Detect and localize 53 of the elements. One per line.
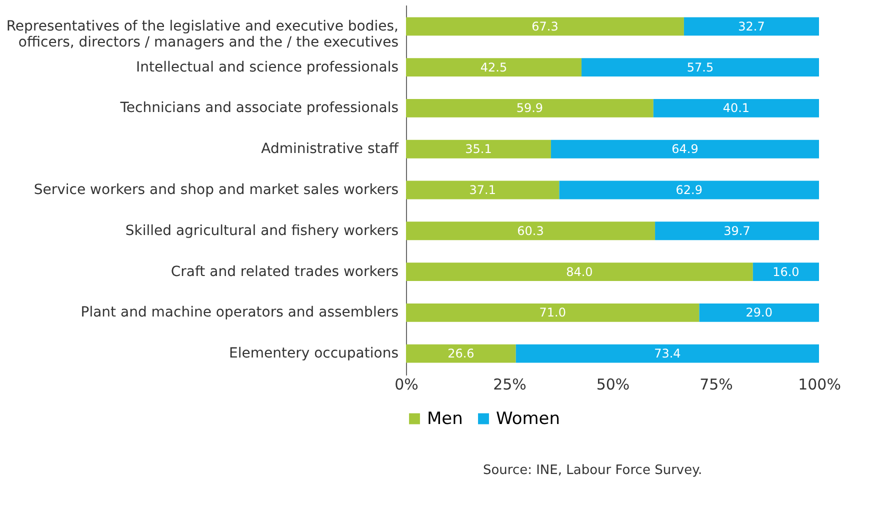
x-tick-label: 25% (493, 376, 526, 394)
data-label: 84.0 (566, 264, 593, 279)
bar (550, 140, 819, 158)
bar (699, 303, 819, 322)
y-tick-label: Elementery occupations (229, 346, 398, 362)
y-tick-label: Plant and machine operators and assemblers (80, 304, 398, 321)
data-label: 26.6 (448, 346, 474, 361)
data-label: 32.7 (738, 19, 765, 34)
source-note: Source: INE, Labour Force Survey. (482, 463, 702, 478)
data-label: 35.1 (465, 142, 492, 156)
data-label: 40.1 (722, 101, 750, 116)
data-label: 39.7 (724, 224, 750, 238)
x-tick-label: 75% (700, 376, 733, 394)
bar (406, 344, 516, 363)
data-label: 64.9 (672, 142, 698, 156)
bar (752, 262, 819, 281)
data-label: 16.0 (772, 264, 800, 279)
y-tick-label: Technicians and associate professionals (119, 100, 398, 116)
bar (406, 140, 551, 158)
x-tick-label: 0% (394, 376, 418, 394)
data-label: 73.4 (654, 346, 681, 361)
bar (406, 17, 684, 36)
y-tick-label: Intellectual and science professionals (136, 59, 398, 76)
data-label: 67.3 (532, 19, 558, 34)
bar (406, 58, 582, 77)
bar (582, 58, 819, 77)
data-label: 57.5 (686, 60, 714, 74)
x-tick-label: 50% (596, 376, 630, 394)
y-tick-label: Representatives of the legislative and executive bodies, officers, directors / managers and the / the executives (6, 18, 398, 50)
bar (684, 17, 819, 36)
bar (406, 262, 753, 281)
bar (406, 180, 560, 200)
data-label: 59.9 (516, 101, 544, 116)
data-label: 60.3 (517, 224, 544, 238)
y-tick-label: Craft and related trades workers (170, 264, 398, 280)
data-label: 42.5 (480, 60, 508, 74)
x-tick-label: 100% (798, 376, 841, 394)
bar (516, 344, 819, 363)
data-label: 29.0 (746, 306, 772, 320)
data-label: 37.1 (469, 183, 496, 197)
legend-label: Women (496, 408, 560, 429)
bar (653, 99, 819, 118)
bar (655, 222, 819, 240)
legend-label: Men (427, 408, 463, 429)
bar (406, 222, 656, 240)
bar (406, 303, 700, 322)
bar (406, 99, 654, 118)
y-tick-label: Administrative staff (261, 141, 399, 158)
y-tick-label: Service workers and shop and market sales workers (34, 182, 398, 198)
bar (559, 180, 819, 200)
data-label: 71.0 (539, 306, 566, 320)
data-label: 62.9 (676, 183, 702, 197)
y-tick-label: Skilled agricultural and fishery workers (125, 222, 398, 239)
